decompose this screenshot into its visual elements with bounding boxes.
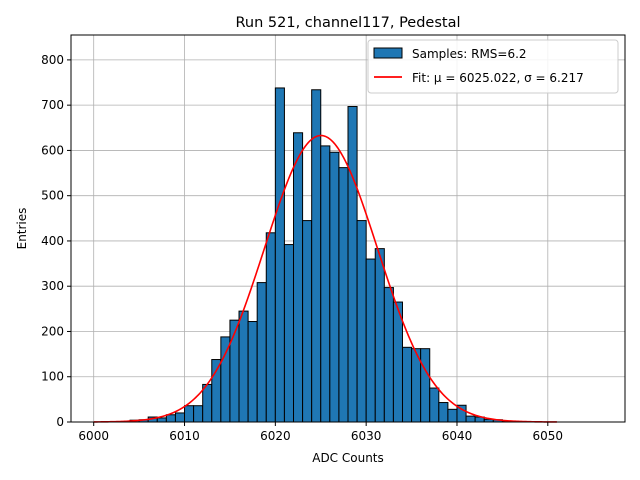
- histogram-bar: [429, 387, 440, 423]
- histogram-bar: [356, 220, 367, 423]
- x-axis-label: ADC Counts: [312, 451, 384, 465]
- histogram-bar: [302, 220, 313, 423]
- histogram-bar: [202, 383, 213, 423]
- histogram-bar: [265, 232, 276, 423]
- histogram-bar: [211, 359, 222, 423]
- y-tick-label: 200: [41, 324, 64, 338]
- y-axis-ticks: 0 100 200 300 400 500 600 700 800: [41, 53, 71, 429]
- histogram-bar: [320, 145, 331, 423]
- histogram-bar: [420, 348, 431, 423]
- x-tick-label: 6050: [533, 429, 564, 443]
- y-axis-label: Entries: [15, 208, 29, 250]
- histogram-bar: [338, 167, 349, 423]
- histogram-bar: [247, 321, 258, 423]
- histogram-bar: [220, 336, 231, 423]
- histogram-bar: [465, 415, 476, 423]
- histogram-bar: [256, 282, 267, 423]
- x-tick-label: 6030: [351, 429, 382, 443]
- histogram-bar: [329, 151, 340, 423]
- histogram-bar: [193, 405, 204, 423]
- x-tick-label: 6020: [260, 429, 291, 443]
- legend-label-samples: Samples: RMS=6.2: [412, 47, 527, 61]
- histogram-bar: [165, 414, 176, 423]
- legend-box: [367, 39, 619, 94]
- y-tick-label: 500: [41, 189, 64, 203]
- y-tick-label: 800: [41, 53, 64, 67]
- histogram-bar: [374, 248, 385, 423]
- histogram-bar: [383, 287, 394, 423]
- y-tick-label: 400: [41, 234, 64, 248]
- histogram-bar: [438, 402, 449, 423]
- y-tick-label: 700: [41, 98, 64, 112]
- histogram-bar: [293, 132, 304, 423]
- histogram-bar: [392, 301, 403, 423]
- histogram-bars: [129, 87, 522, 423]
- y-tick-label: 100: [41, 370, 64, 384]
- histogram-bar: [365, 258, 376, 423]
- chart-title: Run 521, channel117, Pedestal: [235, 15, 460, 31]
- histogram-bar: [274, 87, 285, 423]
- x-tick-label: 6040: [442, 429, 473, 443]
- histogram-bar: [311, 89, 322, 423]
- x-axis-ticks: 6000 6010 6020 6030 6040 6050: [78, 422, 563, 443]
- legend-label-fit: Fit: μ = 6025.022, σ = 6.217: [412, 71, 584, 85]
- histogram-bar: [184, 405, 195, 423]
- histogram-bar: [156, 417, 167, 423]
- histogram-bar: [447, 408, 458, 423]
- fit-curve-group: [93, 134, 557, 423]
- y-tick-label: 300: [41, 279, 64, 293]
- y-tick-label: 0: [56, 415, 64, 429]
- x-tick-label: 6000: [78, 429, 109, 443]
- legend: Samples: RMS=6.2 Fit: μ = 6025.022, σ = …: [367, 39, 619, 94]
- histogram-bar: [401, 346, 413, 423]
- histogram-bar: [174, 412, 186, 423]
- histogram-bar: [229, 319, 240, 423]
- y-tick-label: 600: [41, 143, 64, 157]
- histogram-bar: [238, 310, 249, 423]
- x-tick-label: 6010: [169, 429, 200, 443]
- histogram-bar: [283, 244, 295, 423]
- plot-frame: [70, 34, 626, 423]
- fit-curve: [93, 134, 557, 423]
- legend-swatch-samples: [373, 47, 403, 59]
- histogram-bar: [347, 106, 358, 423]
